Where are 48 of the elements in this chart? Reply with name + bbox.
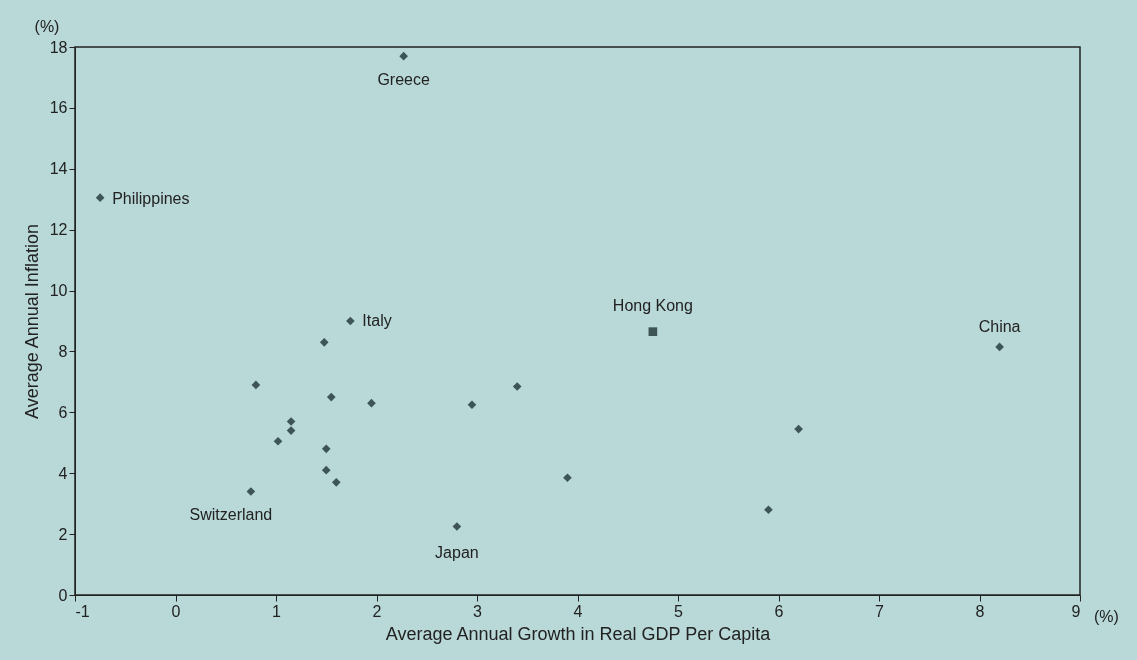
point — [319, 337, 329, 347]
annotation: Hong Kong — [612, 296, 693, 314]
x-tick-label: 5 — [674, 602, 684, 620]
point — [399, 51, 408, 61]
y-tick-label: 12 — [49, 221, 68, 239]
annotation: Japan — [435, 543, 479, 561]
point — [467, 400, 477, 410]
y-tick-label: 6 — [58, 403, 68, 421]
point — [326, 392, 336, 402]
y-tick-label: 2 — [58, 525, 68, 543]
point — [251, 380, 261, 390]
y-tick-label: 0 — [58, 586, 68, 604]
point — [563, 473, 572, 483]
x-tick-label: 9 — [1071, 602, 1081, 620]
annotation: Greece — [377, 71, 430, 89]
y-tick-label: 18 — [49, 38, 68, 56]
x-tick-label: 0 — [171, 602, 181, 620]
x-tick-label: -1 — [75, 602, 90, 620]
annotation: Italy — [362, 312, 392, 329]
annotation: Switzerland — [189, 506, 273, 524]
point — [321, 465, 331, 475]
y-tick-label: 14 — [49, 160, 68, 178]
x-axis-title: Average Annual Growth in Real GDP Per Capita — [385, 623, 772, 644]
text: (%) — [34, 18, 60, 35]
y-tick-label: 16 — [49, 99, 68, 117]
point — [95, 193, 105, 203]
x-tick-label: 2 — [372, 602, 382, 620]
x-tick-label: 7 — [875, 602, 885, 620]
point — [273, 436, 283, 446]
x-tick-label: 6 — [774, 602, 784, 620]
y-axis-title: Average Annual Inflation — [21, 224, 42, 419]
annotation: China — [978, 317, 1021, 335]
x-tick-label: 3 — [473, 602, 483, 620]
x-tick-label: 8 — [975, 602, 985, 620]
x-tick-label: 1 — [272, 602, 282, 620]
y-tick-label: 10 — [49, 282, 68, 300]
point — [367, 398, 376, 408]
point — [648, 327, 658, 336]
point — [764, 505, 773, 515]
text: (%) — [1094, 608, 1119, 625]
point — [995, 342, 1004, 352]
point — [512, 382, 522, 391]
point — [321, 444, 331, 454]
point — [331, 478, 341, 487]
annotation: Philippines — [112, 189, 190, 207]
y-tick-label: 4 — [58, 464, 68, 482]
x-tick-label: 4 — [573, 602, 583, 620]
y-tick-label: 8 — [58, 342, 68, 360]
